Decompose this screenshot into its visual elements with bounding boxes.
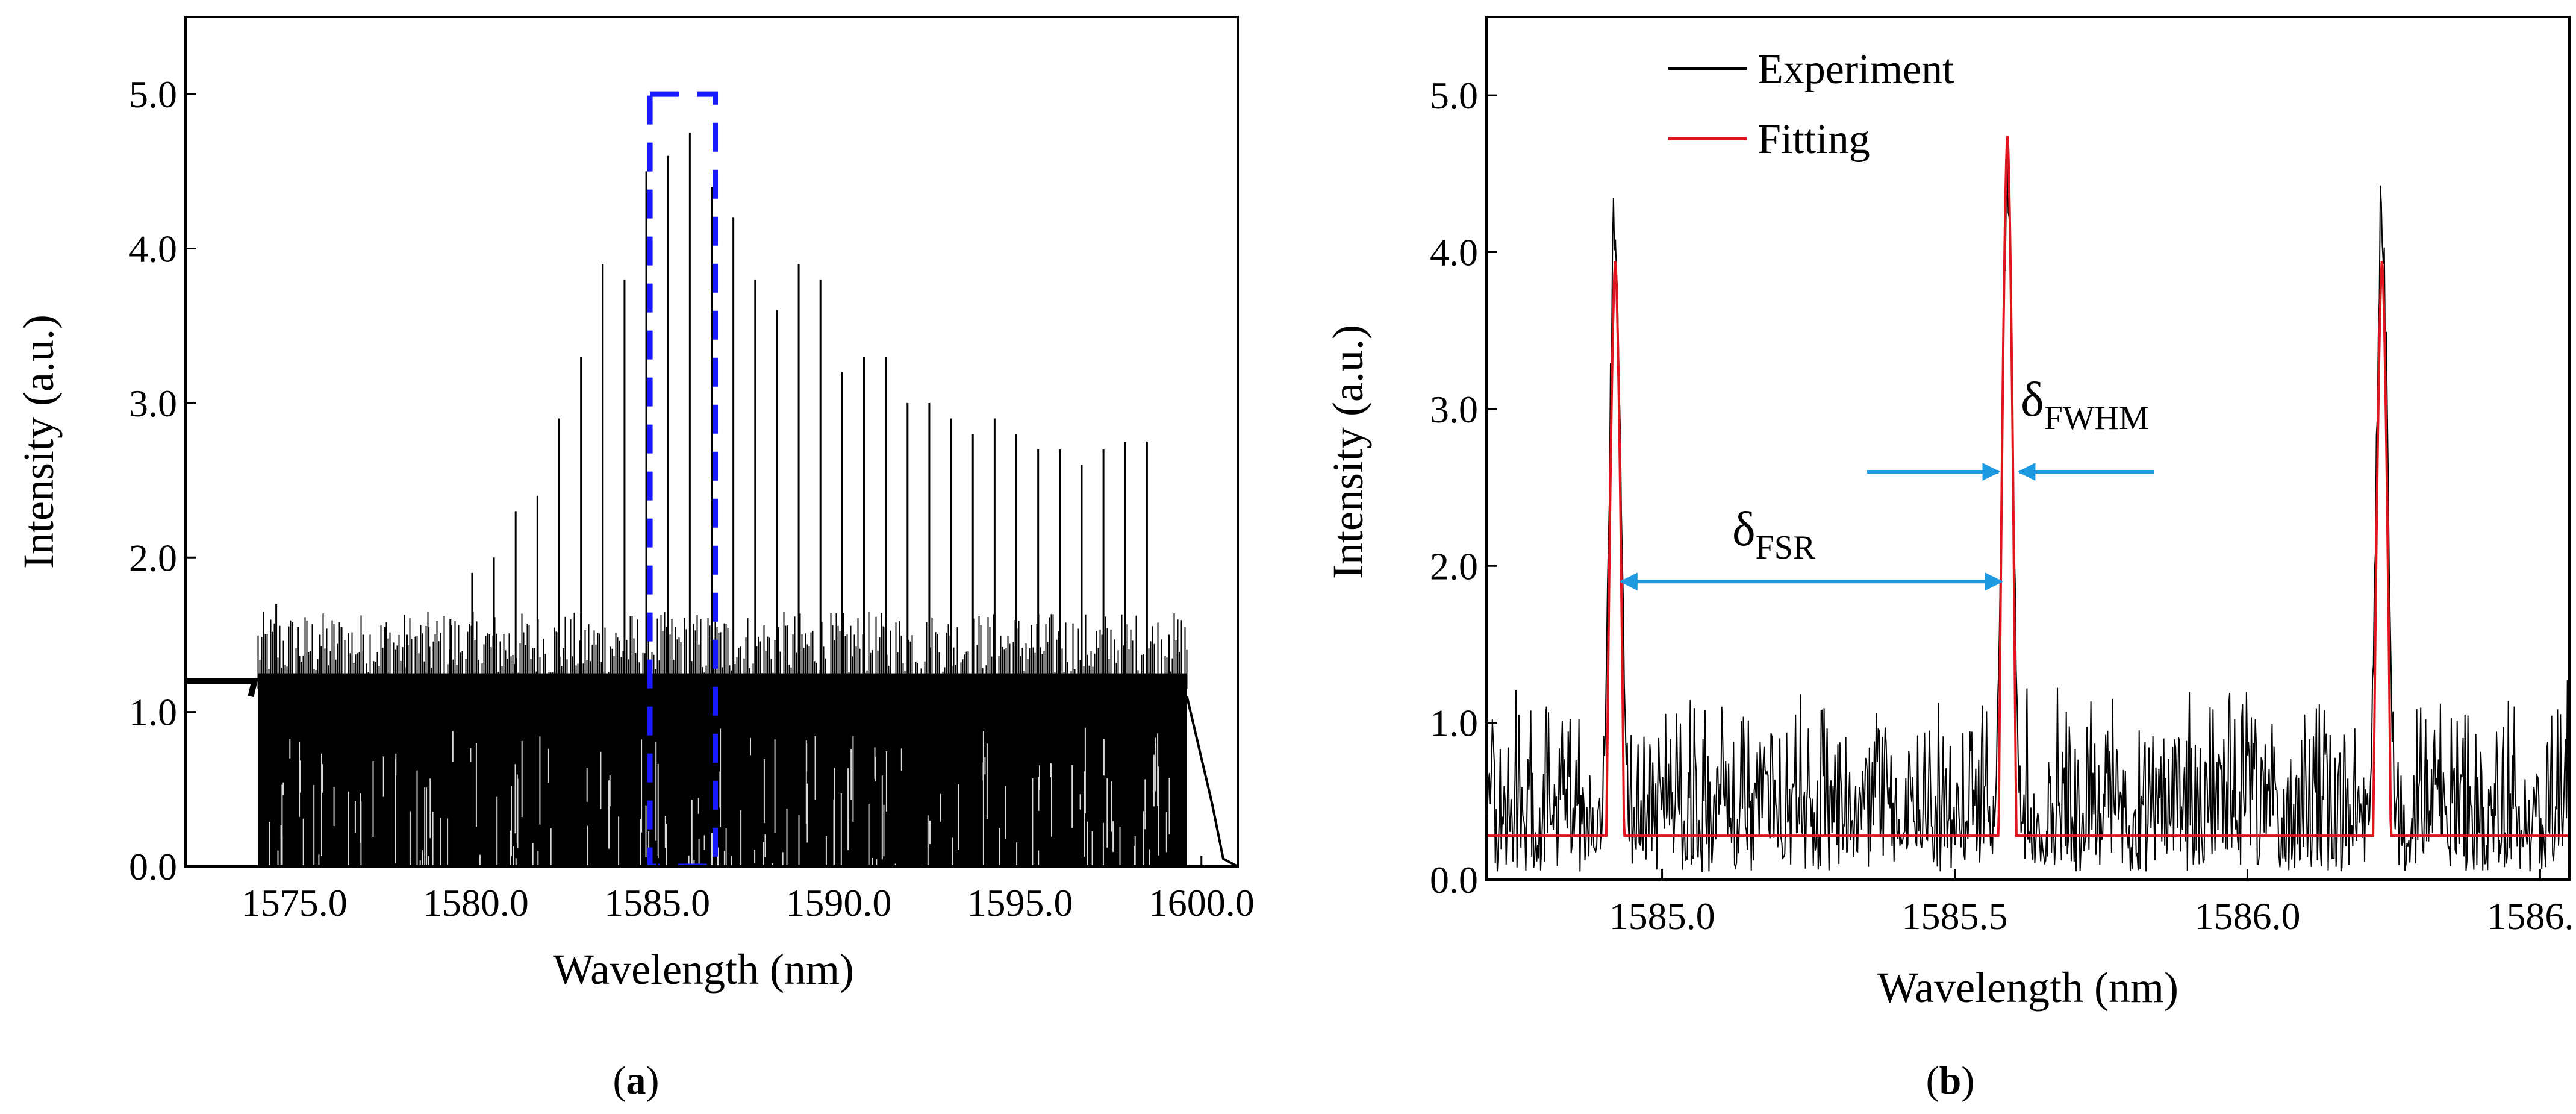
panel-a-caption: (a)	[613, 1059, 660, 1103]
fwhm-delta-symbol: δ	[2021, 372, 2044, 427]
panel-b-y-tick-label: 2.0	[1430, 545, 1478, 587]
panel-b-x-tick-label: 1585.5	[1902, 895, 2008, 937]
panel-a-plot-area	[186, 91, 1238, 866]
panel-b-caption: (b)	[1926, 1059, 1975, 1103]
fwhm-annotation-label: δFWHM	[2021, 372, 2149, 437]
panel-a-y-tick-label: 5.0	[129, 73, 177, 116]
panel-a-y-tick-label: 3.0	[129, 382, 177, 425]
panel-a-x-tick-label: 1580.0	[423, 881, 529, 924]
panel-a-highlight-box	[647, 91, 719, 866]
legend-fitting-label: Fitting	[1757, 116, 1870, 163]
fwhm-subscript: FWHM	[2044, 399, 2149, 437]
panel-b-legend: Experiment Fitting	[1668, 46, 1954, 163]
panel-b-y-tick-label: 0.0	[1430, 859, 1478, 901]
panel-b-y-tick-label: 5.0	[1430, 74, 1478, 117]
panel-a-noise-spikes	[257, 612, 1188, 689]
panel-a-y-tick-label: 2.0	[129, 536, 177, 579]
panel-b-x-axis-title: Wavelength (nm)	[1877, 963, 2178, 1012]
panel-b-y-tick-label: 4.0	[1430, 231, 1478, 274]
fitting-line	[1486, 136, 2569, 837]
panel-a-y-tick-label: 4.0	[129, 228, 177, 271]
panel-a-y-axis-title: Intensity (a.u.)	[14, 314, 63, 569]
panel-a-x-tick-label: 1575.0	[242, 881, 348, 924]
panel-b-y-axis-title: Intensity (a.u.)	[1324, 325, 1372, 579]
panel-b-caption-letter: b	[1939, 1059, 1962, 1103]
fsr-annotation-label: δFSR	[1732, 501, 1816, 566]
panel-a-x-axis-title: Wavelength (nm)	[553, 945, 854, 994]
panel-a-tail	[1185, 696, 1238, 866]
panel-b-annotations: δFSR δFWHM	[1619, 372, 2154, 591]
panel-b-chart: 1585.0 1585.5 1586.0 1586.5 0.0 1.0 2.0 3.0 4.0 5…	[1324, 16, 2576, 1012]
panel-a-axes-frame	[184, 16, 1239, 868]
panel-a-x-tick-label: 1585.0	[604, 881, 710, 924]
panel-b-x-tick-label: 1585.0	[1609, 895, 1715, 937]
panel-b-ticks: 1585.0 1585.5 1586.0 1586.5 0.0 1.0 2.0 3.0 4.0 5…	[1430, 74, 2576, 937]
legend-experiment-label: Experiment	[1757, 46, 1954, 93]
panel-b-plot-area	[1486, 136, 2569, 872]
panel-b-x-tick-label: 1586.0	[2194, 895, 2300, 937]
panel-a-caption-letter: a	[626, 1059, 646, 1103]
experiment-line	[1486, 158, 2569, 872]
fsr-subscript: FSR	[1756, 529, 1816, 566]
panel-a-y-tick-label: 0.0	[129, 845, 177, 888]
panel-b-y-tick-label: 1.0	[1430, 702, 1478, 745]
panel-a-y-tick-label: 1.0	[129, 691, 177, 734]
panel-a-noise-gaps	[269, 727, 1170, 866]
panel-a-noise-floor	[258, 673, 1187, 866]
panel-a-chart: 1575.0 1580.0 1585.0 1590.0 1595.0 1600.0 0.0 1…	[14, 16, 1255, 994]
panel-b-y-tick-label: 3.0	[1430, 388, 1478, 431]
panel-b-x-tick-label: 1586.5	[2487, 895, 2576, 937]
panel-a-ticks: 1575.0 1580.0 1585.0 1590.0 1595.0 1600.0 0.0 1…	[129, 73, 1255, 924]
panel-b-axes-frame	[1485, 16, 2571, 881]
panel-a-leading-segment	[186, 678, 258, 698]
panel-a-x-tick-label: 1590.0	[785, 881, 891, 924]
panel-a-x-tick-label: 1595.0	[967, 881, 1073, 924]
panel-a-x-tick-label: 1600.0	[1149, 881, 1255, 924]
fsr-delta-symbol: δ	[1732, 501, 1756, 556]
